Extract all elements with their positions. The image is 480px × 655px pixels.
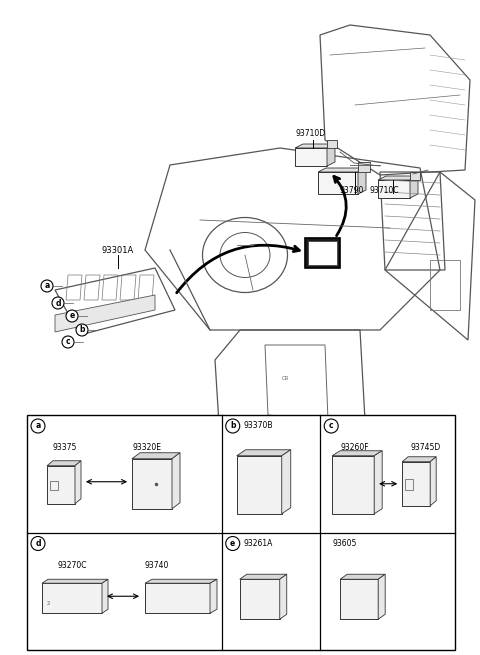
Text: CR: CR bbox=[282, 376, 290, 381]
Bar bbox=[410, 172, 420, 180]
Circle shape bbox=[52, 297, 64, 309]
Text: 93270C: 93270C bbox=[57, 561, 87, 569]
Circle shape bbox=[66, 310, 78, 322]
Polygon shape bbox=[47, 466, 75, 504]
Text: 93790: 93790 bbox=[340, 186, 364, 195]
Polygon shape bbox=[42, 579, 108, 583]
Text: 93370B: 93370B bbox=[244, 421, 273, 430]
Polygon shape bbox=[42, 583, 102, 613]
Polygon shape bbox=[172, 453, 180, 509]
Polygon shape bbox=[374, 451, 382, 514]
Text: b: b bbox=[79, 326, 85, 335]
Bar bbox=[355, 430, 373, 445]
Polygon shape bbox=[102, 579, 108, 613]
Polygon shape bbox=[340, 579, 378, 619]
FancyArrowPatch shape bbox=[177, 245, 300, 293]
Bar bbox=[308, 241, 337, 265]
Text: d: d bbox=[55, 299, 61, 307]
Bar bbox=[430, 260, 460, 310]
Polygon shape bbox=[55, 295, 155, 332]
Polygon shape bbox=[358, 168, 366, 194]
Text: d: d bbox=[35, 539, 41, 548]
Bar bbox=[358, 162, 370, 172]
Polygon shape bbox=[282, 450, 291, 514]
Bar bbox=[295, 148, 327, 166]
Polygon shape bbox=[332, 456, 374, 514]
Text: 93260F: 93260F bbox=[341, 443, 370, 452]
Polygon shape bbox=[47, 460, 81, 466]
Bar bbox=[327, 140, 337, 148]
Circle shape bbox=[62, 336, 74, 348]
Polygon shape bbox=[210, 579, 217, 613]
Text: 2: 2 bbox=[47, 601, 50, 607]
Circle shape bbox=[226, 419, 240, 433]
Text: a: a bbox=[44, 282, 49, 291]
Bar bbox=[230, 430, 248, 445]
Bar bbox=[280, 430, 298, 445]
Polygon shape bbox=[145, 583, 210, 613]
Polygon shape bbox=[237, 456, 282, 514]
Polygon shape bbox=[402, 457, 436, 462]
Polygon shape bbox=[145, 579, 217, 583]
Circle shape bbox=[31, 419, 45, 433]
Text: c: c bbox=[329, 422, 334, 430]
Circle shape bbox=[31, 536, 45, 550]
Polygon shape bbox=[327, 144, 335, 166]
Bar bbox=[255, 430, 273, 445]
Text: 93745D: 93745D bbox=[410, 443, 440, 452]
Polygon shape bbox=[280, 574, 287, 619]
Bar bbox=[378, 180, 410, 198]
FancyArrowPatch shape bbox=[334, 176, 346, 236]
Bar bbox=[318, 172, 358, 194]
Polygon shape bbox=[237, 450, 291, 456]
Text: 93710D: 93710D bbox=[295, 129, 325, 138]
Text: 93605: 93605 bbox=[332, 538, 357, 548]
Polygon shape bbox=[332, 451, 382, 456]
Text: b: b bbox=[230, 422, 236, 430]
Bar bbox=[27, 415, 455, 650]
Bar bbox=[330, 430, 348, 445]
Bar bbox=[405, 479, 413, 491]
Text: 93301A: 93301A bbox=[102, 246, 134, 255]
Bar bbox=[305, 238, 340, 268]
Text: 93375: 93375 bbox=[53, 443, 77, 452]
Polygon shape bbox=[75, 460, 81, 504]
Text: 93740: 93740 bbox=[145, 561, 169, 569]
Text: a: a bbox=[36, 422, 41, 430]
Text: c: c bbox=[66, 337, 70, 346]
Polygon shape bbox=[318, 168, 366, 172]
Text: e: e bbox=[230, 539, 235, 548]
Polygon shape bbox=[132, 458, 172, 509]
Text: 93261A: 93261A bbox=[244, 538, 273, 548]
Polygon shape bbox=[240, 579, 280, 619]
Circle shape bbox=[324, 419, 338, 433]
Circle shape bbox=[41, 280, 53, 292]
Polygon shape bbox=[378, 176, 418, 180]
Polygon shape bbox=[240, 574, 287, 579]
Circle shape bbox=[76, 324, 88, 336]
Circle shape bbox=[226, 536, 240, 550]
Bar bbox=[305, 430, 323, 445]
Polygon shape bbox=[340, 574, 385, 579]
Text: 93710C: 93710C bbox=[370, 186, 399, 195]
Polygon shape bbox=[402, 462, 430, 506]
Polygon shape bbox=[410, 176, 418, 198]
Polygon shape bbox=[295, 144, 335, 148]
Text: 93320E: 93320E bbox=[132, 443, 161, 452]
Polygon shape bbox=[430, 457, 436, 506]
Polygon shape bbox=[132, 453, 180, 458]
Text: e: e bbox=[70, 312, 74, 320]
Bar bbox=[50, 481, 58, 491]
Polygon shape bbox=[378, 574, 385, 619]
